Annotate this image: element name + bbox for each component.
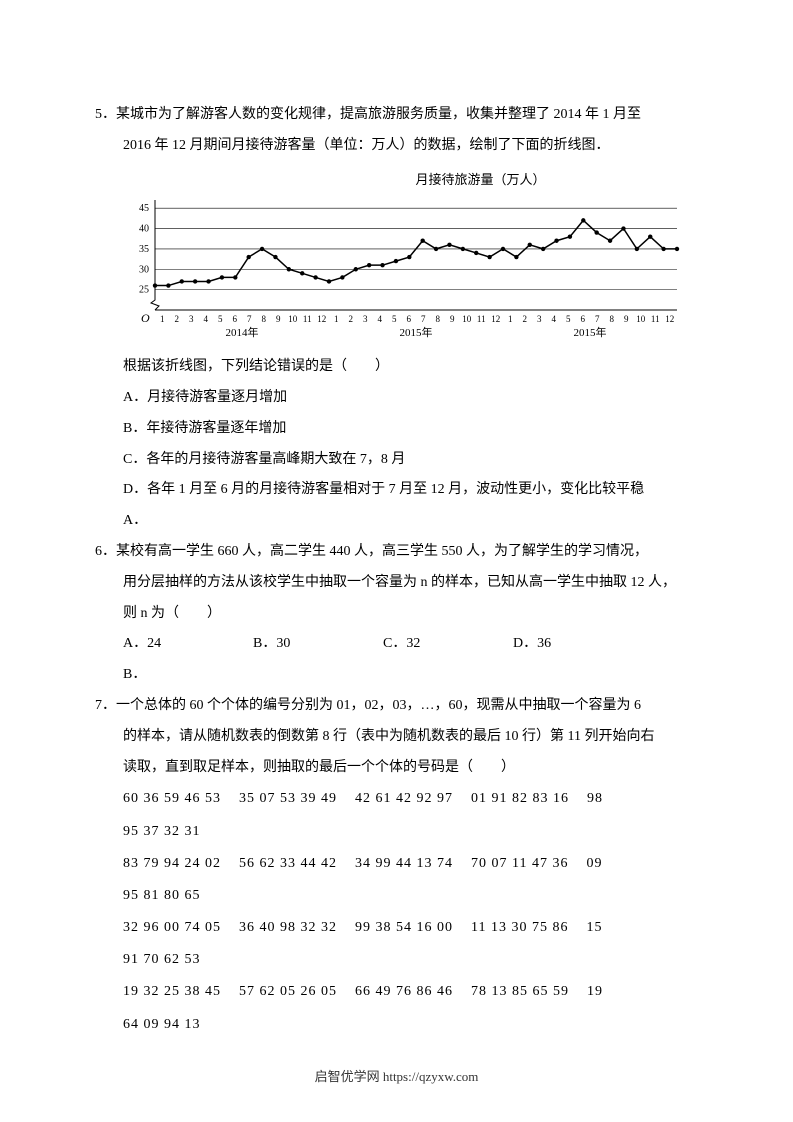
svg-text:1: 1	[334, 314, 339, 324]
svg-text:45: 45	[139, 203, 149, 214]
q5-answer: A．	[95, 506, 698, 537]
q6-optC: C．32	[383, 629, 513, 660]
q5-number: 5．	[95, 107, 116, 122]
q7-number: 7．	[95, 698, 116, 713]
q5-line1: 5．某城市为了解游客人数的变化规律，提高旅游服务质量，收集并整理了 2014 年…	[95, 100, 698, 131]
svg-text:8: 8	[610, 314, 615, 324]
svg-text:8: 8	[262, 314, 267, 324]
q6-optA: A．24	[123, 629, 253, 660]
svg-text:7: 7	[421, 314, 426, 324]
q7-line2: 的样本，请从随机数表的倒数第 8 行（表中为随机数表的最后 10 行）第 11 …	[95, 722, 698, 753]
q5-stem: 根据该折线图，下列结论错误的是（ ）	[95, 352, 698, 383]
svg-text:11: 11	[651, 314, 660, 324]
table-row: 95 37 32 31	[123, 816, 698, 848]
svg-text:9: 9	[276, 314, 281, 324]
svg-text:30: 30	[139, 264, 149, 275]
q6-options: A．24 B．30 C．32 D．36	[95, 629, 698, 660]
svg-text:5: 5	[566, 314, 571, 324]
table-row: 91 70 62 53	[123, 944, 698, 976]
svg-text:4: 4	[204, 314, 209, 324]
table-row: 95 81 80 65	[123, 880, 698, 912]
svg-text:11: 11	[303, 314, 312, 324]
table-row: 83 79 94 24 02 56 62 33 44 42 34 99 44 1…	[123, 848, 698, 880]
svg-text:10: 10	[636, 314, 646, 324]
svg-text:1: 1	[160, 314, 165, 324]
svg-text:2015年: 2015年	[574, 325, 607, 339]
svg-text:6: 6	[407, 314, 412, 324]
svg-text:9: 9	[450, 314, 455, 324]
svg-text:8: 8	[436, 314, 441, 324]
svg-text:12: 12	[317, 314, 326, 324]
svg-text:2: 2	[523, 314, 528, 324]
svg-text:5: 5	[218, 314, 223, 324]
q6-optB: B．30	[253, 629, 383, 660]
svg-text:10: 10	[288, 314, 298, 324]
q6-line2: 用分层抽样的方法从该校学生中抽取一个容量为 n 的样本，已知从高一学生中抽取 1…	[95, 568, 698, 599]
table-row: 32 96 00 74 05 36 40 98 32 32 99 38 54 1…	[123, 912, 698, 944]
table-row: 64 09 94 13	[123, 1009, 698, 1041]
q6-line3: 则 n 为（ ）	[95, 599, 698, 630]
q7-line1: 7．一个总体的 60 个个体的编号分别为 01，02，03，…，60，现需从中抽…	[95, 691, 698, 722]
svg-text:2014年: 2014年	[226, 325, 259, 339]
svg-text:2: 2	[349, 314, 354, 324]
q5-optA: A．月接待游客量逐月增加	[95, 383, 698, 414]
svg-text:3: 3	[363, 314, 368, 324]
svg-text:1: 1	[508, 314, 513, 324]
svg-text:9: 9	[624, 314, 629, 324]
q5-optD: D．各年 1 月至 6 月的月接待游客量相对于 7 月至 12 月，波动性更小，…	[95, 475, 698, 506]
q6-line1: 6．某校有高一学生 660 人，高二学生 440 人，高三学生 550 人，为了…	[95, 537, 698, 568]
svg-text:11: 11	[477, 314, 486, 324]
svg-text:6: 6	[581, 314, 586, 324]
q7-random-table: 60 36 59 46 53 35 07 53 39 49 42 61 42 9…	[95, 783, 698, 1041]
page-footer: 启智优学网 https://qzyxw.com	[0, 1063, 793, 1092]
svg-text:35: 35	[139, 244, 149, 255]
svg-text:O: O	[141, 311, 150, 325]
svg-text:6: 6	[233, 314, 238, 324]
svg-text:7: 7	[247, 314, 252, 324]
svg-text:40: 40	[139, 224, 149, 235]
svg-text:2: 2	[175, 314, 180, 324]
q5-chart: 月接待旅游量（万人） 2530354045O123456789101112123…	[95, 166, 698, 345]
svg-text:3: 3	[537, 314, 542, 324]
svg-text:2015年: 2015年	[400, 325, 433, 339]
svg-text:25: 25	[139, 285, 149, 296]
line-chart-svg: 2530354045O12345678910111212345678910111…	[123, 194, 683, 344]
svg-text:12: 12	[665, 314, 674, 324]
svg-text:12: 12	[491, 314, 500, 324]
q5-line2: 2016 年 12 月期间月接待游客量（单位：万人）的数据，绘制了下面的折线图．	[95, 131, 698, 162]
q5-optC: C．各年的月接待游客量高峰期大致在 7，8 月	[95, 445, 698, 476]
svg-text:4: 4	[378, 314, 383, 324]
table-row: 60 36 59 46 53 35 07 53 39 49 42 61 42 9…	[123, 783, 698, 815]
q7-line3: 读取，直到取足样本，则抽取的最后一个个体的号码是（ ）	[95, 753, 698, 784]
q6-optD: D．36	[513, 629, 643, 660]
svg-text:7: 7	[595, 314, 600, 324]
svg-text:4: 4	[552, 314, 557, 324]
svg-text:5: 5	[392, 314, 397, 324]
chart-title: 月接待旅游量（万人）	[123, 166, 698, 195]
table-row: 19 32 25 38 45 57 62 05 26 05 66 49 76 8…	[123, 976, 698, 1008]
svg-text:3: 3	[189, 314, 194, 324]
svg-text:10: 10	[462, 314, 472, 324]
q6-number: 6．	[95, 544, 116, 559]
q6-answer: B．	[95, 660, 698, 691]
q5-optB: B．年接待游客量逐年增加	[95, 414, 698, 445]
